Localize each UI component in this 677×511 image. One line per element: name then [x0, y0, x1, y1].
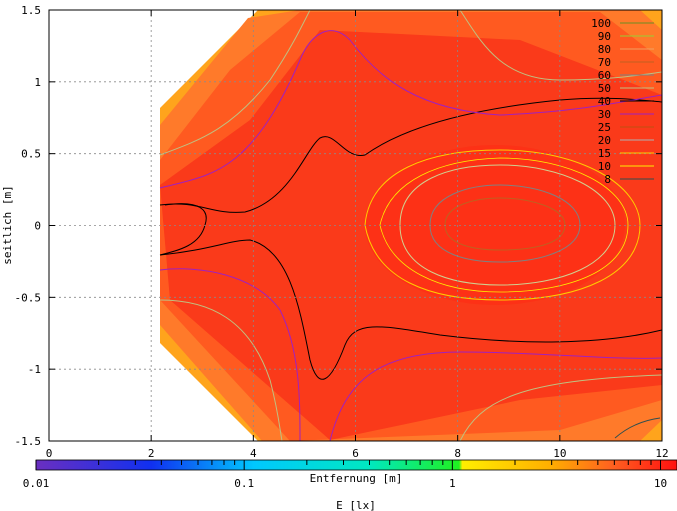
colorbar-tick-label: 0.01	[23, 477, 50, 490]
contour-20-ring	[364, 149, 641, 301]
x-tick-label: 6	[352, 447, 359, 460]
heatmap-field	[160, 10, 662, 441]
colorbar-label: E [lx]	[336, 499, 376, 511]
x-axis-label: Entfernung [m]	[310, 472, 403, 485]
y-tick-label: 1.5	[21, 4, 41, 17]
legend-label: 20	[598, 134, 611, 147]
contour-8-corner	[614, 417, 661, 439]
contour-30-lower	[159, 268, 662, 441]
contour-40-lower	[159, 239, 662, 380]
contour-50-ring	[399, 164, 616, 286]
y-tick-label: -0.5	[15, 291, 42, 304]
legend-label: 25	[598, 121, 611, 134]
contour-40-left	[159, 203, 207, 256]
y-tick-label: -1.5	[15, 435, 42, 448]
colorbar-tick-label: 0.1	[234, 477, 254, 490]
contour-lines	[159, 10, 662, 441]
contour-30-upper	[159, 30, 662, 189]
x-tick-label: 2	[148, 447, 155, 460]
legend-label: 8	[604, 173, 611, 186]
x-tick-label: 0	[46, 447, 53, 460]
legend-label: 60	[598, 69, 611, 82]
y-tick-label: 0.5	[21, 148, 41, 161]
x-tick-label: 8	[454, 447, 461, 460]
legend-label: 50	[598, 82, 611, 95]
colorbar-tick-label: 10	[654, 477, 667, 490]
legend-label: 100	[591, 17, 611, 30]
y-tick-label: 1	[34, 76, 41, 89]
legend-label: 80	[598, 43, 611, 56]
grid	[49, 10, 662, 441]
contour-15-ring	[379, 157, 629, 293]
colorbar-tick-label: 1	[449, 477, 456, 490]
x-tick-label: 4	[250, 447, 257, 460]
y-axis-label: seitlich [m]	[1, 185, 14, 264]
colorbar	[35, 459, 677, 471]
legend-label: 40	[598, 95, 611, 108]
legend-label: 30	[598, 108, 611, 121]
legend-label: 15	[598, 147, 611, 160]
legend-label: 10	[598, 160, 611, 173]
colorbar-ticks: 0.01 0.1 1 10	[23, 460, 667, 490]
legend-label: 90	[598, 30, 611, 43]
contour-40-upper	[159, 97, 662, 213]
legend-label: 70	[598, 56, 611, 69]
contour-60-ring1	[429, 184, 581, 263]
y-tick-label: -1	[28, 363, 41, 376]
x-tick-label: 10	[553, 447, 566, 460]
x-tick-label: 12	[655, 447, 668, 460]
contour-70-ring	[444, 197, 566, 251]
contour-10-lower	[159, 299, 662, 441]
y-tick-label: 0	[34, 220, 41, 233]
y-axis: 1.5 1 0.5 0 -0.5 -1 -1.5	[15, 4, 662, 448]
x-axis: 0 2 4 6 8 10 12	[46, 10, 669, 460]
